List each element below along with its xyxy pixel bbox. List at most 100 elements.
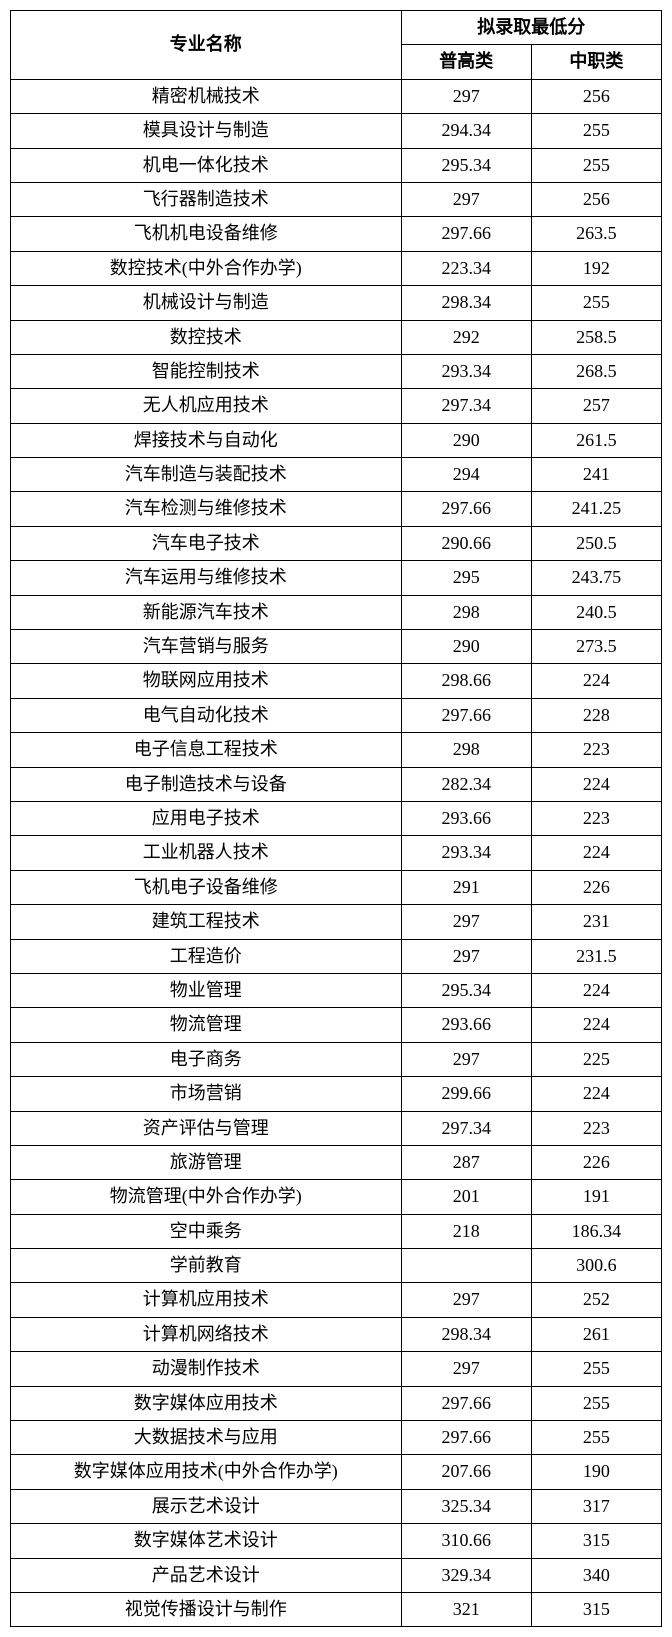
table-row: 无人机应用技术297.34257 <box>11 389 662 423</box>
cell-vocational-score: 226 <box>531 870 661 904</box>
cell-major: 工程造价 <box>11 939 402 973</box>
cell-general-score: 295.34 <box>401 973 531 1007</box>
cell-vocational-score: 240.5 <box>531 595 661 629</box>
table-row: 空中乘务218186.34 <box>11 1214 662 1248</box>
cell-general-score: 297.34 <box>401 1111 531 1145</box>
table-row: 电子商务297225 <box>11 1042 662 1076</box>
cell-general-score: 293.34 <box>401 354 531 388</box>
cell-major: 学前教育 <box>11 1249 402 1283</box>
cell-general-score: 201 <box>401 1180 531 1214</box>
table-row: 数字媒体应用技术(中外合作办学)207.66190 <box>11 1455 662 1489</box>
cell-general-score: 295 <box>401 561 531 595</box>
cell-vocational-score: 224 <box>531 767 661 801</box>
table-row: 大数据技术与应用297.66255 <box>11 1421 662 1455</box>
cell-general-score: 290 <box>401 630 531 664</box>
cell-major: 汽车运用与维修技术 <box>11 561 402 595</box>
cell-general-score <box>401 1249 531 1283</box>
cell-general-score: 207.66 <box>401 1455 531 1489</box>
cell-major: 物流管理 <box>11 1008 402 1042</box>
table-row: 计算机网络技术298.34261 <box>11 1317 662 1351</box>
table-row: 物联网应用技术298.66224 <box>11 664 662 698</box>
table-row: 工业机器人技术293.34224 <box>11 836 662 870</box>
cell-vocational-score: 224 <box>531 1077 661 1111</box>
cell-vocational-score: 255 <box>531 1421 661 1455</box>
cell-general-score: 297 <box>401 1042 531 1076</box>
cell-major: 汽车制造与装配技术 <box>11 458 402 492</box>
table-row: 应用电子技术293.66223 <box>11 801 662 835</box>
cell-general-score: 293.34 <box>401 836 531 870</box>
cell-general-score: 294.34 <box>401 114 531 148</box>
cell-vocational-score: 257 <box>531 389 661 423</box>
cell-vocational-score: 263.5 <box>531 217 661 251</box>
table-row: 汽车营销与服务290273.5 <box>11 630 662 664</box>
cell-general-score: 310.66 <box>401 1524 531 1558</box>
cell-general-score: 325.34 <box>401 1489 531 1523</box>
cell-general-score: 298.34 <box>401 286 531 320</box>
table-row: 学前教育300.6 <box>11 1249 662 1283</box>
cell-major: 计算机应用技术 <box>11 1283 402 1317</box>
table-row: 电子制造技术与设备282.34224 <box>11 767 662 801</box>
cell-vocational-score: 255 <box>531 286 661 320</box>
cell-general-score: 329.34 <box>401 1558 531 1592</box>
cell-major: 工业机器人技术 <box>11 836 402 870</box>
table-row: 计算机应用技术297252 <box>11 1283 662 1317</box>
admission-scores-table: 专业名称 拟录取最低分 普高类 中职类 精密机械技术297256模具设计与制造2… <box>10 10 662 1627</box>
cell-vocational-score: 315 <box>531 1592 661 1626</box>
cell-general-score: 297 <box>401 939 531 973</box>
table-body: 精密机械技术297256模具设计与制造294.34255机电一体化技术 295.3… <box>11 79 662 1627</box>
cell-major: 数字媒体应用技术 <box>11 1386 402 1420</box>
cell-general-score: 299.66 <box>401 1077 531 1111</box>
cell-vocational-score: 192 <box>531 251 661 285</box>
table-row: 产品艺术设计329.34340 <box>11 1558 662 1592</box>
cell-major: 动漫制作技术 <box>11 1352 402 1386</box>
cell-vocational-score: 268.5 <box>531 354 661 388</box>
cell-general-score: 293.66 <box>401 1008 531 1042</box>
cell-major: 应用电子技术 <box>11 801 402 835</box>
table-row: 建筑工程技术297231 <box>11 905 662 939</box>
cell-general-score: 297.66 <box>401 217 531 251</box>
cell-vocational-score: 241 <box>531 458 661 492</box>
cell-major: 计算机网络技术 <box>11 1317 402 1351</box>
cell-major: 空中乘务 <box>11 1214 402 1248</box>
cell-vocational-score: 223 <box>531 1111 661 1145</box>
cell-vocational-score: 224 <box>531 664 661 698</box>
cell-general-score: 321 <box>401 1592 531 1626</box>
table-row: 电子信息工程技术298223 <box>11 733 662 767</box>
cell-vocational-score: 256 <box>531 79 661 113</box>
table-row: 资产评估与管理297.34223 <box>11 1111 662 1145</box>
cell-major: 新能源汽车技术 <box>11 595 402 629</box>
table-row: 数字媒体应用技术297.66255 <box>11 1386 662 1420</box>
table-row: 汽车电子技术290.66250.5 <box>11 526 662 560</box>
cell-general-score: 290 <box>401 423 531 457</box>
table-row: 精密机械技术297256 <box>11 79 662 113</box>
cell-vocational-score: 273.5 <box>531 630 661 664</box>
cell-general-score: 297 <box>401 905 531 939</box>
table-row: 旅游管理287226 <box>11 1145 662 1179</box>
table-row: 汽车运用与维修技术295243.75 <box>11 561 662 595</box>
table-row: 物流管理(中外合作办学)201191 <box>11 1180 662 1214</box>
cell-vocational-score: 186.34 <box>531 1214 661 1248</box>
cell-major: 机械设计与制造 <box>11 286 402 320</box>
cell-vocational-score: 255 <box>531 1386 661 1420</box>
table-row: 飞机电子设备维修291226 <box>11 870 662 904</box>
cell-major: 电子商务 <box>11 1042 402 1076</box>
table-row: 模具设计与制造294.34255 <box>11 114 662 148</box>
cell-major: 无人机应用技术 <box>11 389 402 423</box>
header-general-high: 普高类 <box>401 45 531 79</box>
cell-major: 汽车营销与服务 <box>11 630 402 664</box>
cell-major: 数字媒体应用技术(中外合作办学) <box>11 1455 402 1489</box>
cell-major: 产品艺术设计 <box>11 1558 402 1592</box>
cell-vocational-score: 261.5 <box>531 423 661 457</box>
cell-general-score: 291 <box>401 870 531 904</box>
header-score-group: 拟录取最低分 <box>401 11 661 45</box>
cell-major: 机电一体化技术 <box>11 148 402 182</box>
cell-general-score: 294 <box>401 458 531 492</box>
cell-vocational-score: 228 <box>531 698 661 732</box>
header-vocational: 中职类 <box>531 45 661 79</box>
cell-vocational-score: 224 <box>531 1008 661 1042</box>
cell-major: 物流管理(中外合作办学) <box>11 1180 402 1214</box>
cell-major: 旅游管理 <box>11 1145 402 1179</box>
cell-major: 物联网应用技术 <box>11 664 402 698</box>
cell-major: 飞机电子设备维修 <box>11 870 402 904</box>
cell-vocational-score: 255 <box>531 114 661 148</box>
